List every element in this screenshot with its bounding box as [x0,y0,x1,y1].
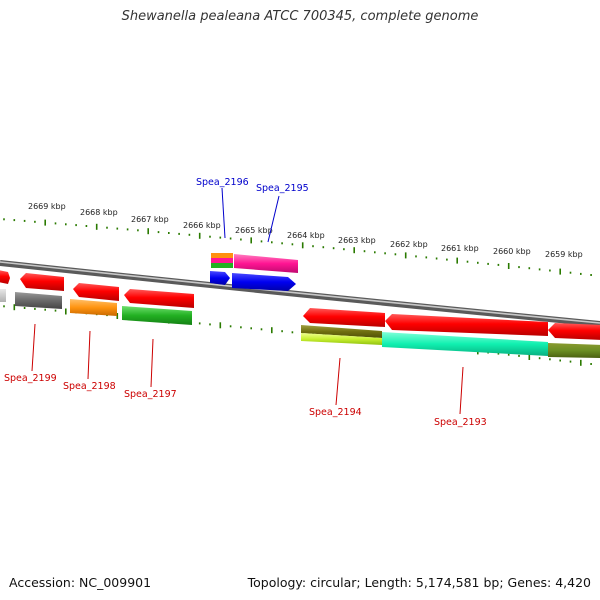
leader-line [335,357,341,406]
tick-label: 2661 kbp [441,244,479,253]
leader-line [267,195,280,243]
gene-label[interactable]: Spea_2198 [63,381,116,392]
tick-label: 2667 kbp [131,215,169,224]
leader-line [150,338,154,388]
gene-block-stripe[interactable] [211,253,233,268]
gene-label[interactable]: Spea_2196 [196,177,249,188]
gene-arrow[interactable] [124,289,194,308]
leader-line [87,330,91,380]
gene-label[interactable]: Spea_2193 [434,417,487,428]
forward-strand [0,253,600,340]
gene-block[interactable] [548,343,600,358]
tick-label: 2669 kbp [28,202,66,211]
gene-arrow[interactable] [0,270,10,284]
gene-block[interactable] [70,299,117,316]
tick-label: 2659 kbp [545,250,583,259]
leader-line [31,323,36,372]
genome-backbone [0,260,600,327]
gene-label[interactable]: Spea_2194 [309,407,362,418]
gene-label[interactable]: Spea_2197 [124,389,177,400]
gene-block[interactable] [0,289,6,302]
gene-label[interactable]: Spea_2195 [256,183,309,194]
gene-arrow[interactable] [20,273,64,291]
accession-text: Accession: NC_009901 [9,575,152,590]
map-title: Shewanella pealeana ATCC 700345, complet… [121,9,479,24]
gene-block[interactable] [382,332,548,356]
gene-arrow[interactable] [548,323,600,340]
reverse-strand [0,289,600,358]
gene-arrow[interactable] [232,273,296,291]
gene-block[interactable] [122,306,192,325]
gene-leader-lines [31,187,464,415]
topology-text: Topology: circular; Length: 5,174,581 bp… [247,575,591,590]
gene-arrow[interactable] [303,308,385,327]
leader-line [459,366,464,415]
tick-label: 2664 kbp [287,231,325,240]
leader-line [221,187,226,239]
gene-arrow[interactable] [385,314,548,336]
genome-backbone-highlight [0,261,600,324]
gene-arrow[interactable] [73,283,119,301]
gene-block[interactable] [15,292,62,309]
tick-label: 2665 kbp [235,226,273,235]
tick-label: 2668 kbp [80,208,118,217]
gene-label[interactable]: Spea_2199 [4,373,57,384]
tick-label: 2663 kbp [338,236,376,245]
gene-block[interactable] [301,333,382,345]
gene-labels: Spea_2196 Spea_2195 Spea_2199 Spea_2198 … [4,177,487,428]
tick-label: 2666 kbp [183,221,221,230]
tick-label: 2662 kbp [390,240,428,249]
gene-arrow[interactable] [234,254,298,273]
gene-arrow[interactable] [210,271,230,285]
tick-ring-upper [3,218,592,276]
tick-label: 2660 kbp [493,247,531,256]
tick-labels: 2669 kbp 2668 kbp 2667 kbp 2666 kbp 2665… [28,202,583,259]
gene-block[interactable] [301,325,382,338]
